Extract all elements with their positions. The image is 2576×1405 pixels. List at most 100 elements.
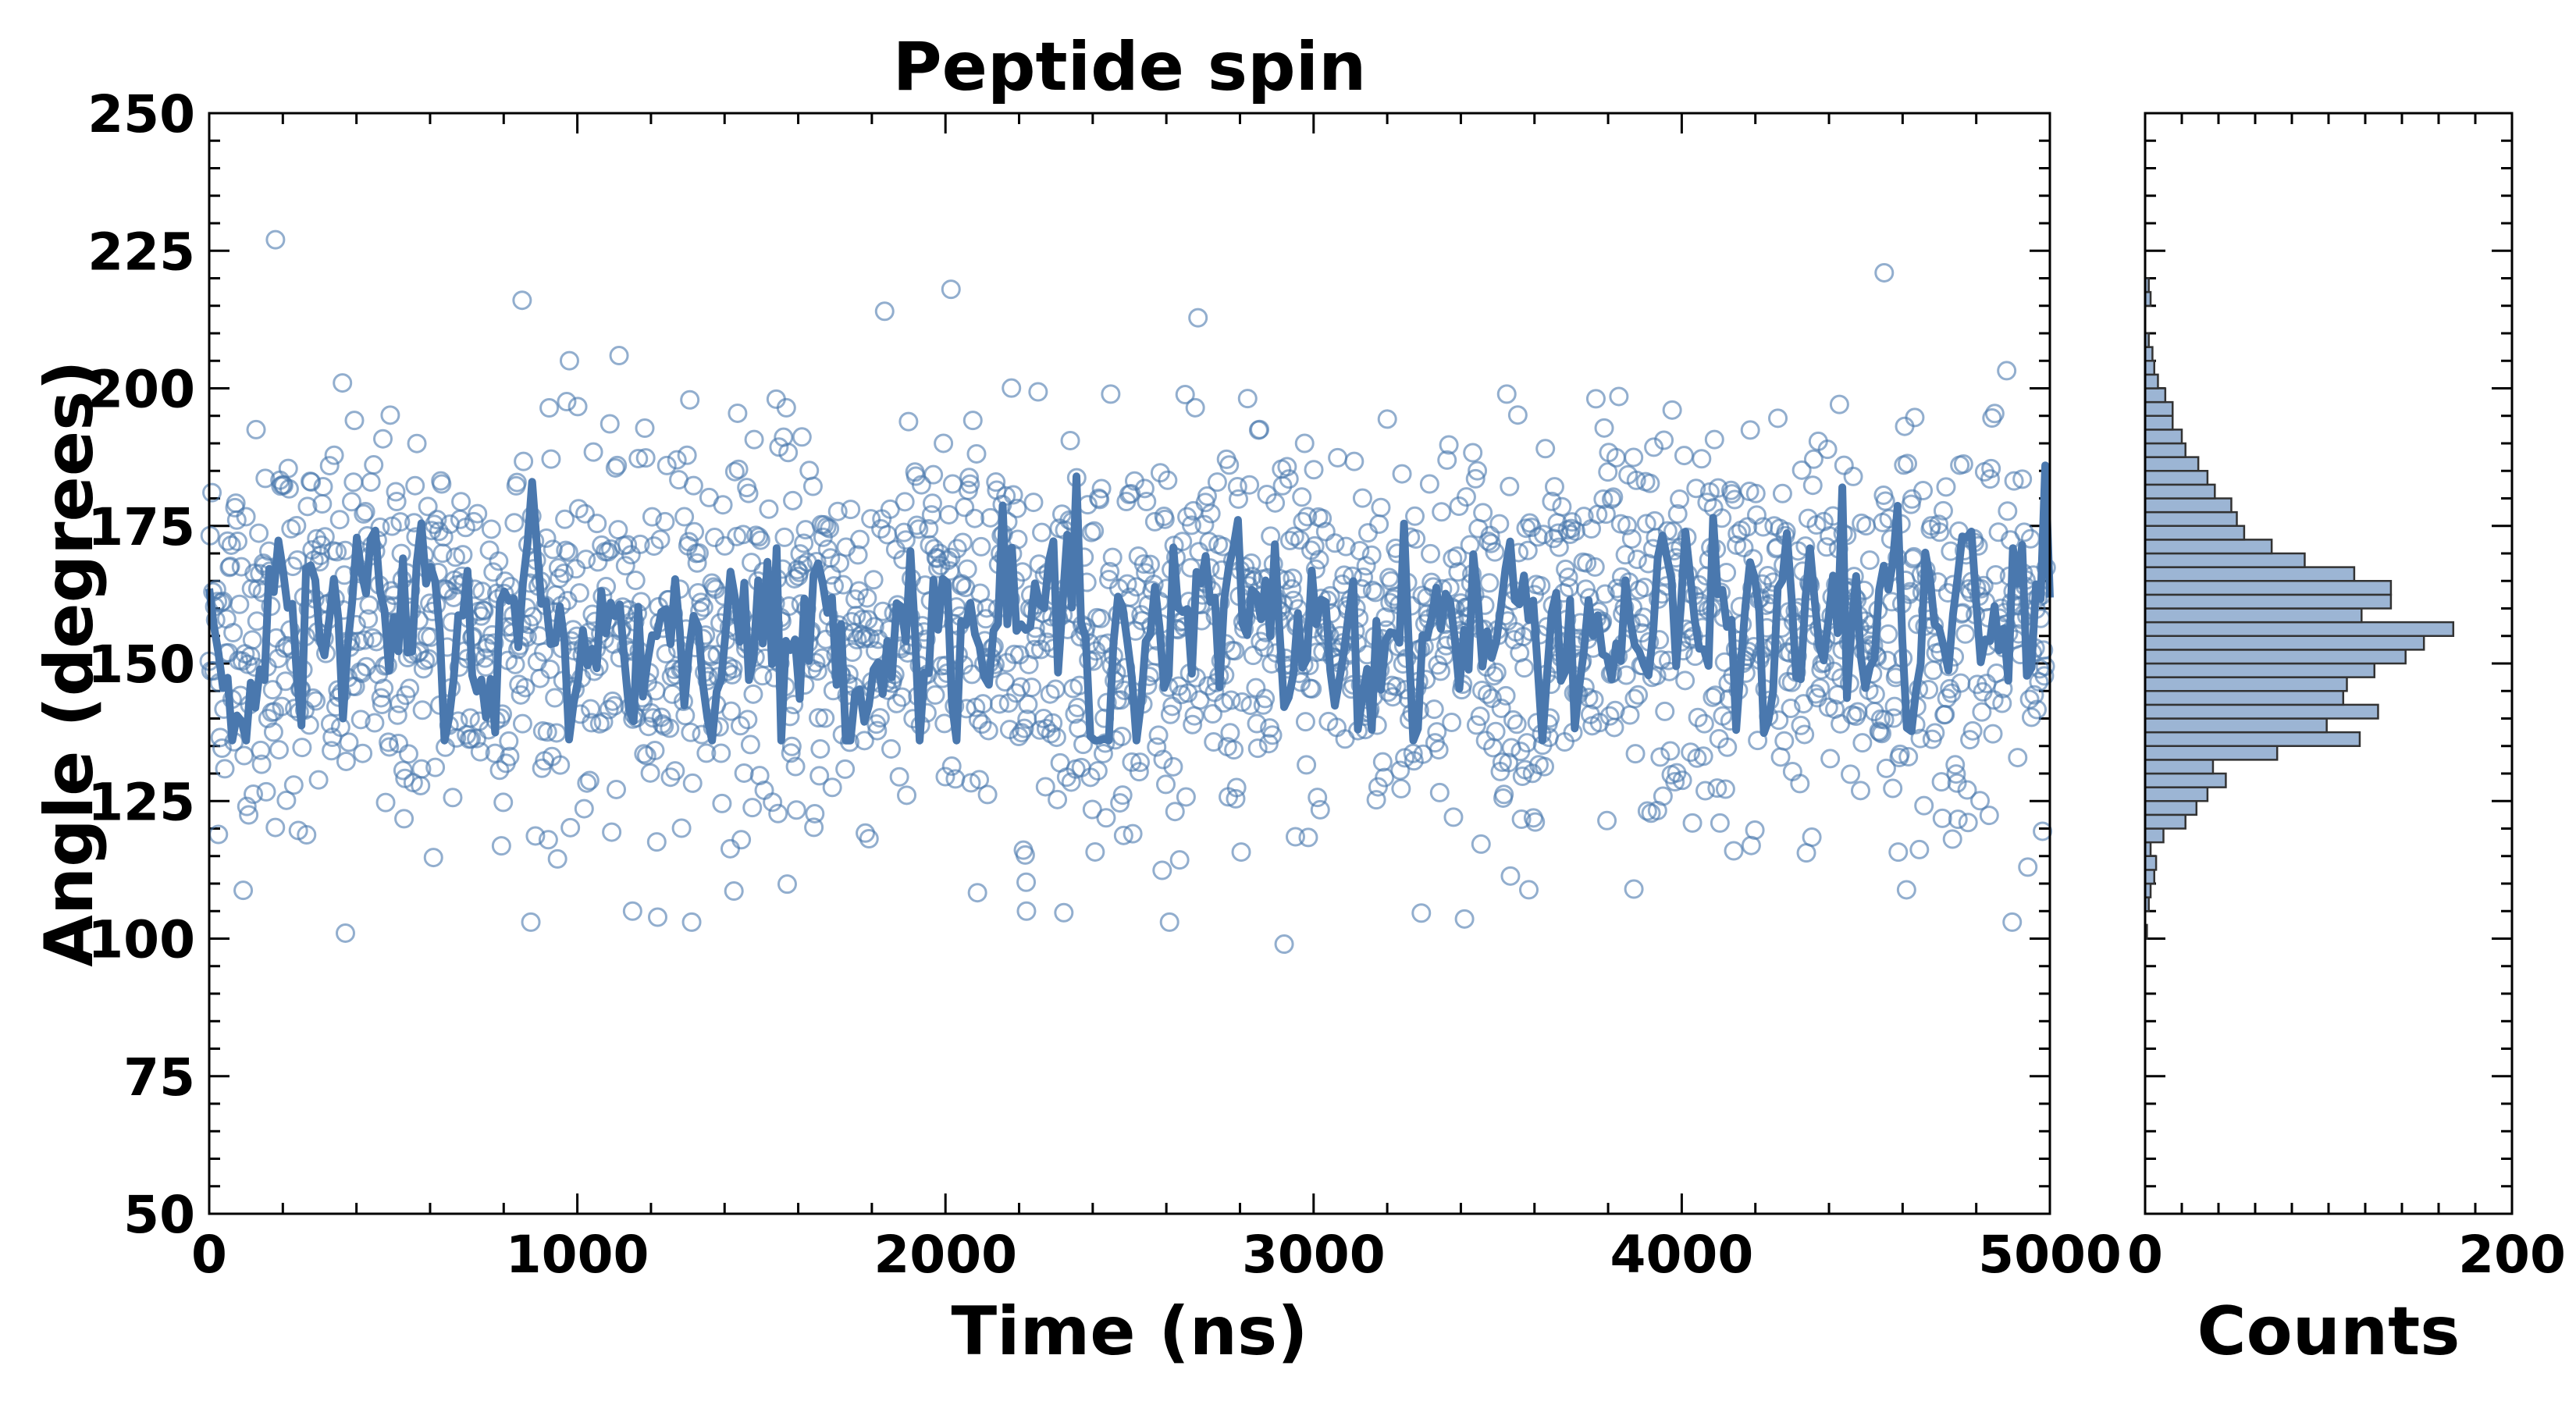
- scatter-point: [244, 784, 264, 805]
- scatter-point: [1130, 752, 1151, 773]
- scatter-point: [1841, 764, 1861, 784]
- scatter-point: [763, 792, 783, 813]
- scatter-point: [1221, 690, 1241, 710]
- scatter-point: [827, 501, 848, 521]
- scatter-point: [1929, 514, 1949, 535]
- scatter-point: [786, 800, 806, 820]
- scatter-point: [1043, 713, 1063, 733]
- scatter-point: [1970, 791, 1991, 811]
- scatter-point: [407, 433, 427, 454]
- scatter-point: [553, 563, 574, 583]
- scatter-point: [582, 713, 602, 733]
- scatter-point: [1382, 687, 1403, 707]
- scatter-point: [941, 756, 962, 777]
- y-tick-label: 150: [87, 635, 195, 695]
- scatter-point: [576, 550, 596, 570]
- scatter-point: [1986, 565, 2006, 585]
- scatter-point: [336, 751, 356, 771]
- scatter-point: [1558, 567, 1578, 588]
- scatter-point: [1176, 787, 1196, 807]
- scatter-point: [897, 785, 917, 806]
- scatter-point: [587, 514, 607, 534]
- scatter-point: [867, 720, 888, 741]
- scatter-point: [1362, 580, 1382, 600]
- scatter-point: [1297, 755, 1317, 775]
- scatter-point: [1877, 650, 1898, 670]
- scatter-point: [251, 740, 271, 760]
- scatter-point: [320, 713, 340, 734]
- scatter-point: [1189, 542, 1209, 562]
- scatter-point: [858, 610, 878, 630]
- scatter-point: [1665, 771, 1685, 791]
- y-tick-label: 175: [87, 497, 195, 557]
- scatter-point: [1148, 725, 1169, 745]
- scatter-point: [1507, 714, 1527, 735]
- scatter-point: [822, 777, 842, 798]
- scatter-point: [468, 503, 488, 524]
- scatter-point: [286, 515, 307, 535]
- scatter-point: [374, 678, 394, 699]
- scatter-point: [1279, 469, 1299, 489]
- scatter-point: [1361, 545, 1382, 565]
- scatter-point: [1675, 670, 1695, 691]
- histogram-bar: [2144, 731, 2361, 747]
- scatter-point: [1032, 522, 1052, 542]
- scatter-point: [1768, 408, 1788, 429]
- scatter-point: [1158, 470, 1178, 490]
- scatter-point: [1048, 789, 1068, 809]
- scatter-point: [1297, 507, 1318, 527]
- scatter-point: [1432, 502, 1452, 522]
- y-tick-label: 100: [87, 910, 195, 970]
- scatter-point: [754, 780, 774, 800]
- scatter-point: [1481, 533, 1501, 553]
- scatter-point: [681, 722, 701, 742]
- scatter-point: [568, 499, 589, 519]
- scatter-point: [1925, 723, 1945, 743]
- scatter-point: [489, 760, 510, 781]
- scatter-point: [355, 502, 375, 522]
- scatter-point: [642, 507, 662, 527]
- scatter-point: [1203, 704, 1223, 724]
- scatter-point: [278, 458, 298, 478]
- scatter-point: [1594, 418, 1614, 438]
- scatter-point: [1112, 785, 1133, 806]
- scatter-point: [521, 912, 541, 932]
- scatter-point: [1424, 699, 1444, 720]
- scatter-point: [218, 531, 238, 551]
- scatter-point: [728, 459, 749, 479]
- scatter-point: [483, 562, 503, 582]
- scatter-point: [1133, 554, 1154, 574]
- scatter-point: [1411, 903, 1432, 923]
- scatter-point: [941, 279, 961, 300]
- x-tick-label: 2000: [873, 1225, 1017, 1285]
- scatter-point: [556, 540, 576, 560]
- scatter-point: [1227, 477, 1247, 497]
- scatter-point: [491, 836, 511, 856]
- scatter-point: [734, 763, 754, 783]
- scatter-point: [1473, 503, 1493, 523]
- scatter-point: [568, 397, 588, 417]
- scatter-point: [1519, 880, 1539, 900]
- scatter-point: [615, 556, 635, 576]
- scatter-point: [1745, 820, 1765, 841]
- scatter-point: [1919, 679, 1939, 699]
- scatter-point: [742, 553, 762, 573]
- scatter-point: [712, 793, 732, 813]
- histogram-bar: [2144, 552, 2306, 568]
- scatter-point: [398, 744, 418, 764]
- scatter-point: [1067, 697, 1087, 717]
- scatter-point: [785, 756, 806, 777]
- scatter-point: [1429, 782, 1450, 802]
- scatter-point: [1896, 880, 1916, 900]
- scatter-point: [1080, 767, 1101, 788]
- scatter-point: [895, 492, 915, 512]
- scatter-point: [847, 629, 867, 649]
- scatter-point: [889, 767, 909, 787]
- scatter-point: [1325, 533, 1345, 553]
- scatter-point: [1334, 565, 1354, 585]
- scatter-point: [329, 510, 350, 530]
- scatter-point: [1091, 478, 1112, 499]
- scatter-point: [1377, 409, 1397, 429]
- scatter-point: [1593, 489, 1614, 509]
- scatter-point: [1272, 475, 1293, 496]
